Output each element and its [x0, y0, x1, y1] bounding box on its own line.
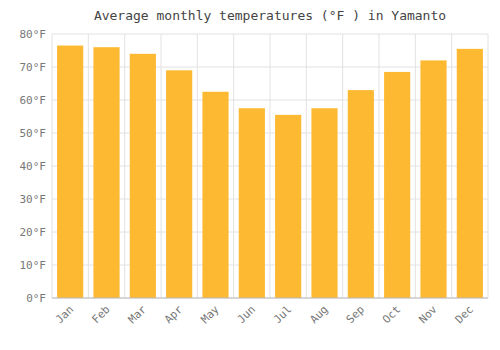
y-tick-label: 20°F	[20, 226, 47, 239]
category-separator	[233, 34, 234, 298]
x-tick-label: Mar	[126, 303, 150, 327]
bar	[239, 108, 265, 298]
category-separator	[124, 34, 125, 298]
y-tick-label: 0°F	[26, 292, 46, 305]
category-separator	[451, 34, 452, 298]
bar	[130, 54, 156, 298]
x-tick-label: Jan	[53, 303, 76, 326]
grid	[52, 34, 488, 298]
x-tick-label: May	[198, 303, 222, 327]
x-axis-line	[52, 298, 488, 299]
y-tick-label: 40°F	[20, 160, 47, 173]
category-separator	[88, 34, 89, 298]
grid-line	[52, 298, 488, 299]
category-separator	[306, 34, 307, 298]
bar	[93, 47, 119, 298]
category-separator	[197, 34, 198, 298]
x-tick-label: Oct	[380, 303, 403, 326]
bar	[166, 70, 192, 298]
x-tick-label: Aug	[307, 303, 330, 326]
bar	[311, 108, 337, 298]
category-separator	[379, 34, 380, 298]
x-tick-label: Apr	[162, 303, 186, 327]
bar	[57, 46, 83, 298]
bars	[57, 46, 483, 298]
category-separator	[342, 34, 343, 298]
y-tick-label: 10°F	[20, 259, 47, 272]
x-tick-label: Dec	[453, 303, 476, 326]
bar	[275, 115, 301, 298]
category-separator	[415, 34, 416, 298]
x-tick-label: Feb	[89, 303, 112, 326]
y-tick-label: 60°F	[20, 94, 47, 107]
y-tick-label: 80°F	[20, 28, 47, 41]
bar	[202, 92, 228, 298]
x-tick-label: Nov	[416, 303, 440, 327]
x-tick-label: Sep	[344, 303, 367, 326]
category-separator	[488, 34, 489, 298]
chart: Average monthly temperatures (°F ) in Ya…	[0, 0, 500, 350]
bar	[348, 90, 374, 298]
bar	[457, 49, 483, 298]
x-tick-label: Jun	[235, 303, 258, 326]
category-separator	[270, 34, 271, 298]
category-separator	[52, 34, 53, 298]
y-tick-label: 30°F	[20, 193, 47, 206]
y-tick-label: 70°F	[20, 61, 47, 74]
title: Average monthly temperatures (°F ) in Ya…	[94, 8, 446, 23]
y-tick-label: 50°F	[20, 127, 47, 140]
category-separator	[161, 34, 162, 298]
x-tick-label: Jul	[271, 303, 294, 326]
bar	[384, 72, 410, 298]
bar	[420, 60, 446, 298]
